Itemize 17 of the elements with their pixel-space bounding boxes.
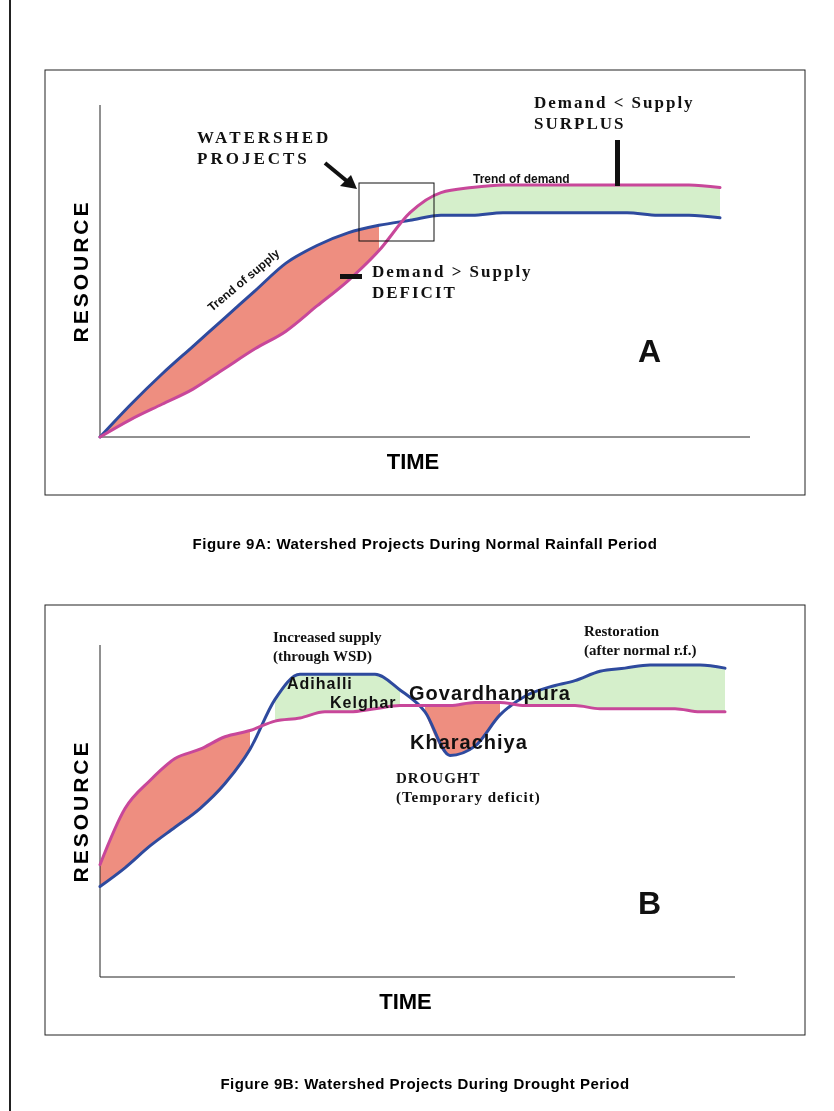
y-axis-title: RESOURCE [69, 199, 92, 343]
series-label: Trend of demand [473, 172, 570, 186]
annotation: Demand > Supply DEFICIT [372, 262, 533, 303]
annotation: Kelghar [330, 694, 397, 711]
text: Increased supply (through WSD) [273, 629, 382, 665]
annotation: B [638, 885, 662, 921]
x-axis-title: TIME [379, 989, 432, 1014]
text: Figure 9B: Watershed Projects During Drought Period [220, 1075, 630, 1092]
text: Figure 9A: Watershed Projects During Normal Rainfall Period [192, 535, 658, 552]
y-axis-title: RESOURCE [69, 739, 92, 883]
annotation: DROUGHT (Temporary deficit) [396, 770, 541, 806]
text: Restoration (after normal r.f.) [584, 623, 697, 659]
annotation: A [638, 333, 662, 369]
text: WATERSHED PROJECTS [197, 128, 332, 169]
x-axis-title: TIME [386, 449, 440, 474]
text: Demand < Supply SURPLUS [534, 93, 695, 134]
annotation: Adihalli [287, 675, 353, 692]
